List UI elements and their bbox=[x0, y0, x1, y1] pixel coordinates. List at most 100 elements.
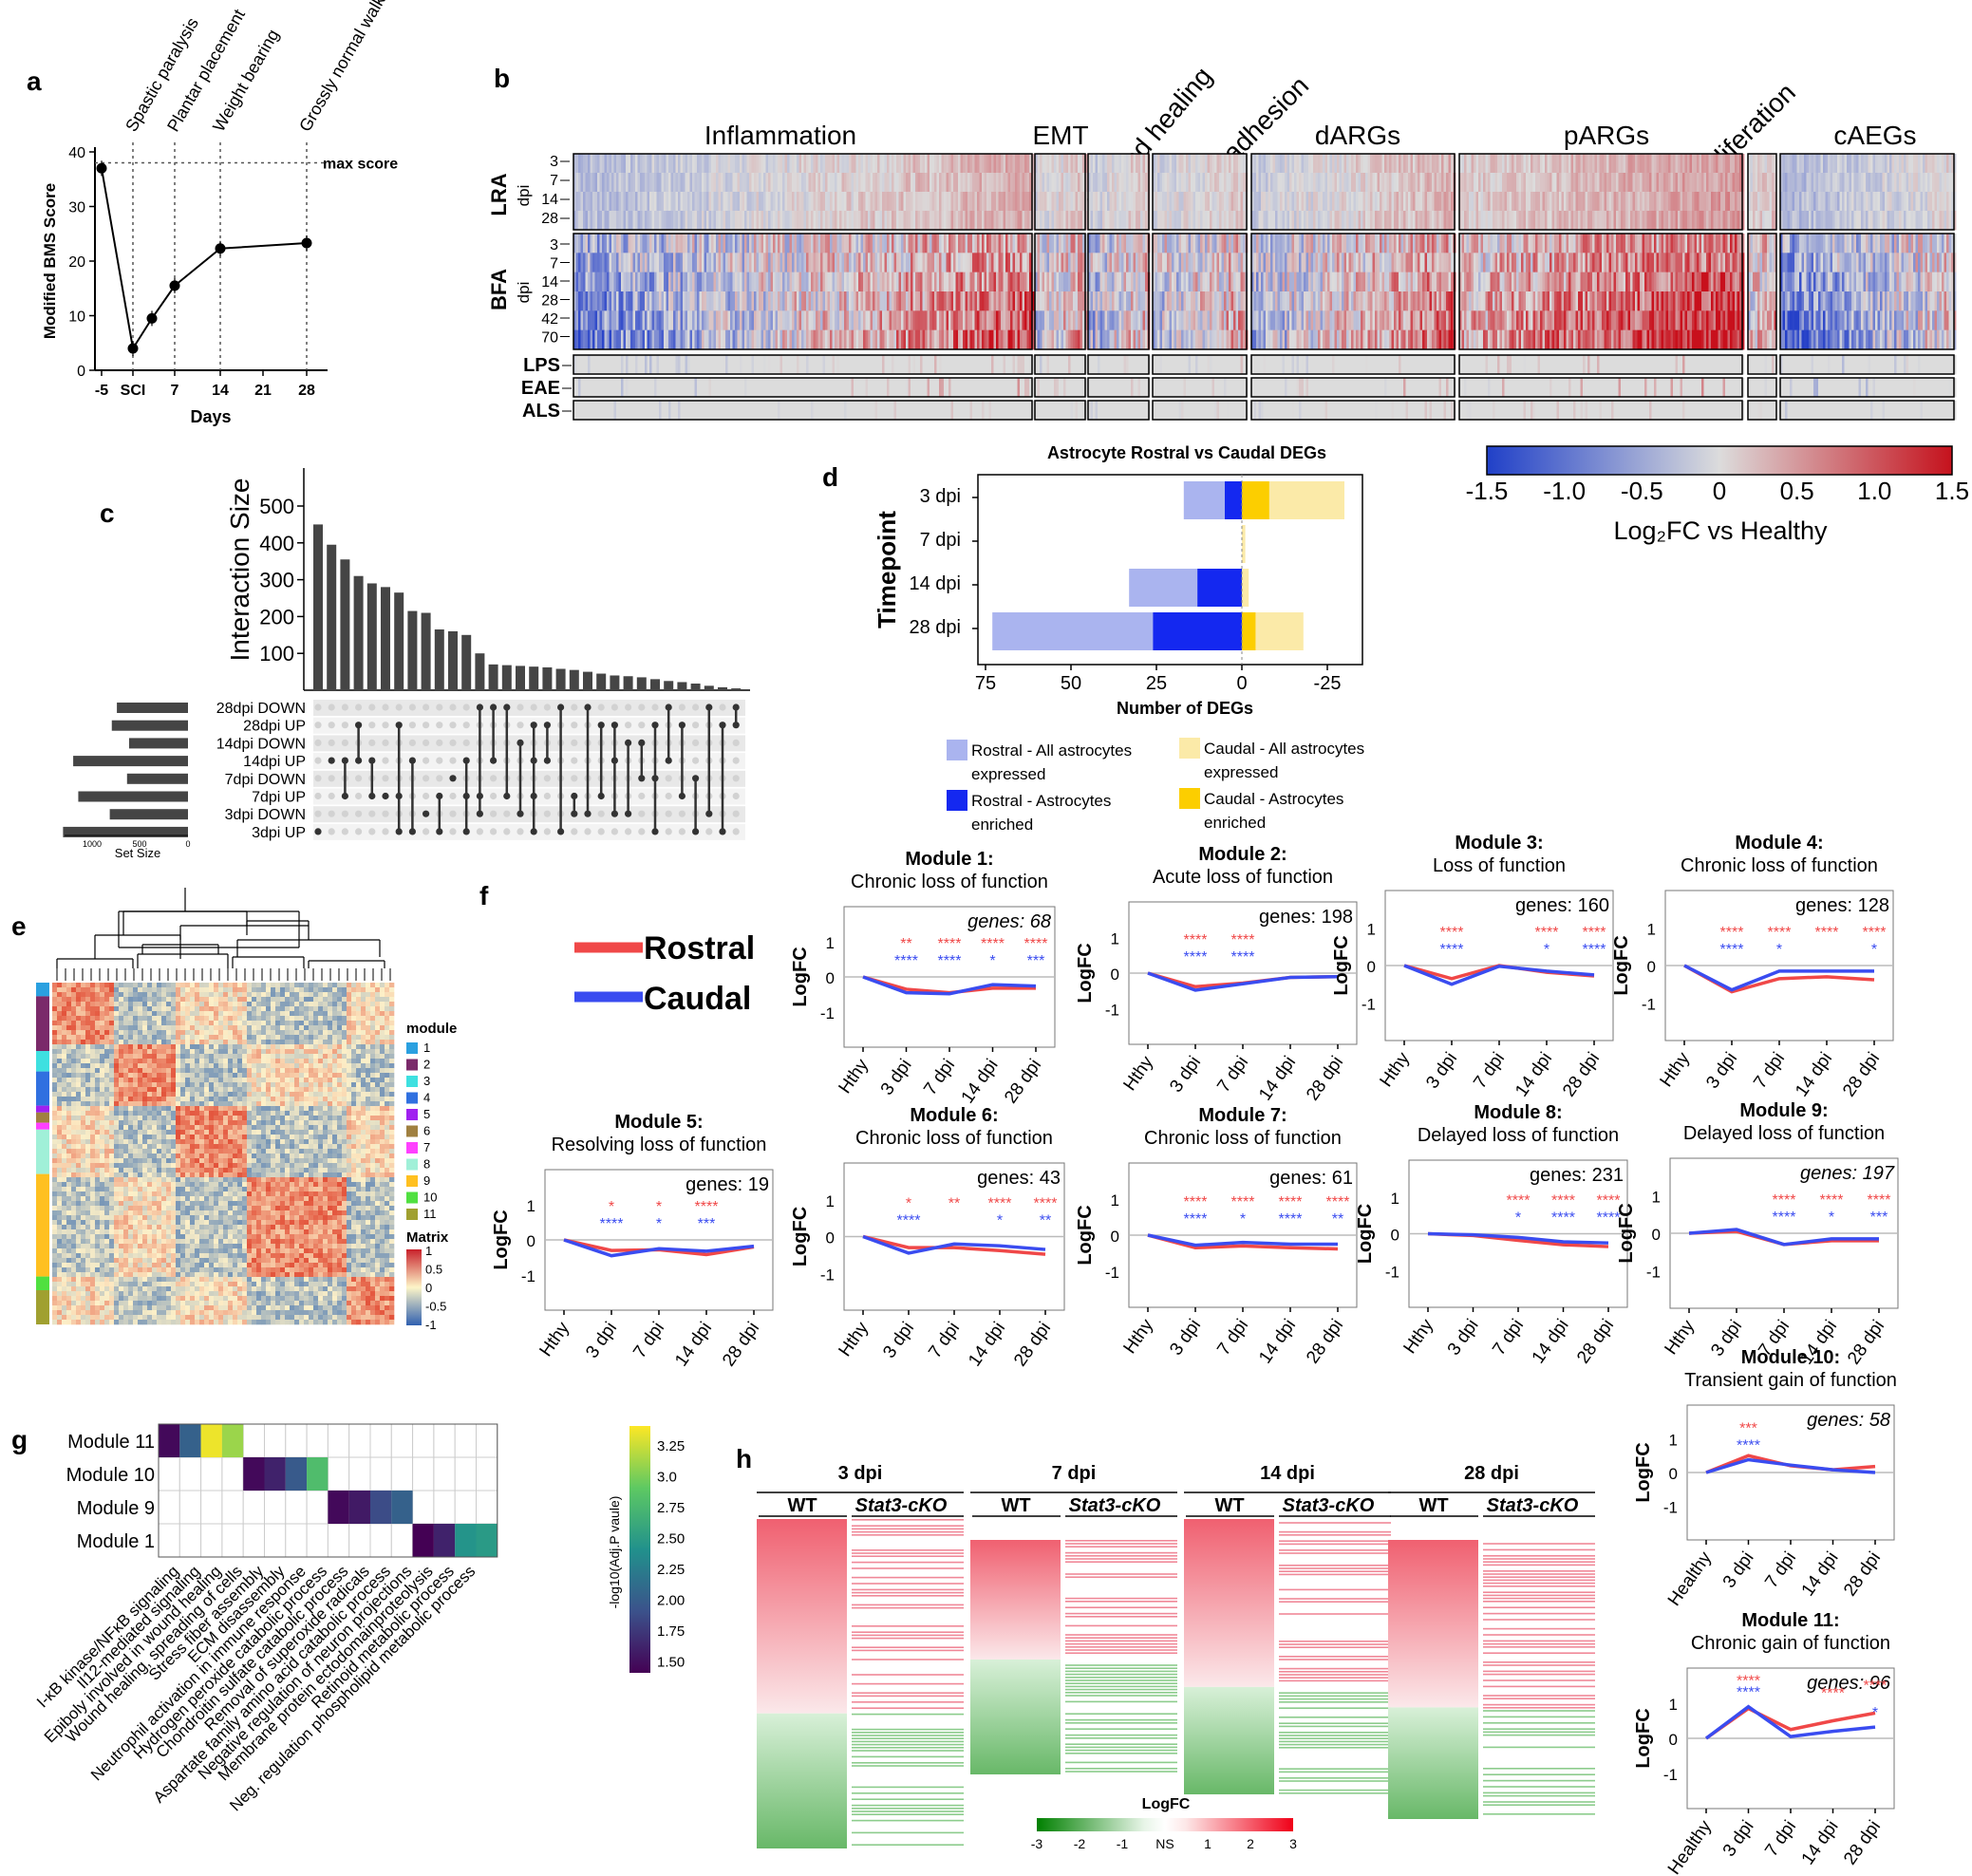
heatmap-cell bbox=[1157, 234, 1160, 253]
heatmap-cell bbox=[1410, 329, 1414, 350]
heatmap-cell bbox=[1095, 173, 1099, 193]
heatmap-cell bbox=[1299, 291, 1302, 311]
heatmap-cell bbox=[988, 211, 992, 231]
heatmap-cell bbox=[1323, 291, 1325, 311]
heatmap-cell bbox=[986, 401, 989, 421]
heatmap-cell bbox=[761, 291, 764, 311]
heatmap-cell bbox=[1063, 154, 1066, 174]
heatmap-cell bbox=[1280, 378, 1283, 398]
heatmap-cell bbox=[868, 272, 871, 292]
heatmap-cell bbox=[991, 378, 994, 398]
heatmap-cell bbox=[1035, 272, 1038, 292]
heatmap-cell bbox=[944, 211, 947, 231]
heatmap-cell bbox=[575, 211, 579, 231]
heatmap-cell bbox=[1342, 192, 1344, 212]
heatmap-cell bbox=[1216, 173, 1220, 193]
heatmap-cell bbox=[1418, 310, 1420, 331]
heatmap-cell bbox=[1207, 253, 1211, 273]
heatmap-cell bbox=[836, 310, 840, 331]
heatmap-cell bbox=[798, 253, 802, 273]
heatmap-cell bbox=[1240, 378, 1244, 398]
heatmap-cell bbox=[889, 310, 892, 331]
heatmap-cell bbox=[1191, 234, 1193, 253]
heatmap-cell bbox=[1432, 234, 1435, 253]
heatmap-cell bbox=[884, 291, 888, 311]
heatmap-cell bbox=[607, 154, 610, 174]
heatmap-cell bbox=[993, 192, 997, 212]
heatmap-cell bbox=[1112, 272, 1115, 292]
heatmap-cell bbox=[813, 234, 817, 253]
heatmap-cell bbox=[1162, 355, 1165, 375]
heatmap-cell bbox=[670, 192, 674, 212]
heatmap-cell bbox=[967, 253, 970, 273]
heatmap-cell bbox=[1205, 154, 1208, 174]
heatmap-cell bbox=[1202, 401, 1206, 421]
heatmap-cell bbox=[1044, 291, 1047, 311]
heatmap-cell bbox=[844, 378, 847, 398]
heatmap-cell bbox=[944, 234, 947, 253]
heatmap-cell bbox=[623, 272, 627, 292]
heatmap-cell bbox=[991, 355, 994, 375]
heatmap-cell bbox=[874, 355, 878, 375]
heatmap-cell bbox=[1040, 401, 1042, 421]
heatmap-cell bbox=[1003, 378, 1006, 398]
heatmap-cell bbox=[784, 173, 788, 193]
heatmap-cell bbox=[941, 378, 945, 398]
heatmap-cell bbox=[1301, 401, 1305, 421]
heatmap-cell bbox=[991, 154, 994, 174]
heatmap-cell bbox=[1367, 355, 1371, 375]
heatmap-cell bbox=[816, 154, 818, 174]
heatmap-cell bbox=[860, 211, 864, 231]
heatmap-cell bbox=[1226, 253, 1230, 273]
heatmap-cell bbox=[965, 378, 968, 398]
x-tick-label: 28 bbox=[298, 383, 315, 399]
heatmap-cell bbox=[1020, 234, 1023, 253]
heatmap-cell bbox=[915, 291, 918, 311]
heatmap-cell bbox=[1095, 401, 1099, 421]
heatmap-cell bbox=[835, 192, 837, 212]
heatmap-cell bbox=[1162, 234, 1165, 253]
heatmap-cell bbox=[996, 234, 999, 253]
heatmap-cell bbox=[1054, 310, 1057, 331]
heatmap-cell bbox=[1372, 234, 1376, 253]
heatmap-cell bbox=[763, 272, 766, 292]
heatmap-cell bbox=[1332, 310, 1335, 331]
heatmap-cell bbox=[912, 310, 916, 331]
heatmap-cell bbox=[1692, 154, 1695, 174]
heatmap-cell bbox=[1183, 192, 1187, 212]
heatmap-cell bbox=[779, 378, 783, 398]
heatmap-cell bbox=[1370, 355, 1373, 375]
heatmap-cell bbox=[1441, 192, 1444, 212]
heatmap-cell bbox=[1117, 272, 1119, 292]
heatmap-cell bbox=[1133, 272, 1136, 292]
heatmap-cell bbox=[873, 211, 875, 231]
heatmap-cell bbox=[702, 154, 704, 174]
heatmap-cell bbox=[1403, 253, 1406, 273]
heatmap-cell bbox=[1157, 253, 1160, 273]
heatmap-block-border bbox=[1250, 153, 1456, 231]
heatmap-cell bbox=[1024, 291, 1027, 311]
heatmap-cell bbox=[1564, 154, 1567, 174]
heatmap-cell bbox=[718, 192, 722, 212]
heatmap-cell bbox=[784, 211, 788, 231]
heatmap-cell bbox=[1174, 234, 1177, 253]
heatmap-cell bbox=[1157, 154, 1160, 174]
heatmap-cell bbox=[849, 154, 852, 174]
heatmap-cell bbox=[694, 234, 698, 253]
heatmap-cell bbox=[1348, 234, 1352, 253]
heatmap-cell bbox=[1240, 234, 1244, 253]
heatmap-cell bbox=[1238, 310, 1241, 331]
heatmap-cell bbox=[820, 211, 823, 231]
heatmap-cell bbox=[711, 253, 714, 273]
heatmap-cell bbox=[806, 211, 809, 231]
heatmap-cell bbox=[1282, 173, 1286, 193]
heatmap-cell bbox=[1367, 173, 1371, 193]
heatmap-cell bbox=[1346, 401, 1349, 421]
heatmap-cell bbox=[1221, 192, 1225, 212]
heatmap-cell bbox=[689, 192, 693, 212]
heatmap-cell bbox=[1240, 291, 1244, 311]
heatmap-cell bbox=[787, 291, 790, 311]
heatmap-cell bbox=[666, 192, 669, 212]
heatmap-cell bbox=[713, 272, 717, 292]
heatmap-cell bbox=[1419, 211, 1423, 231]
